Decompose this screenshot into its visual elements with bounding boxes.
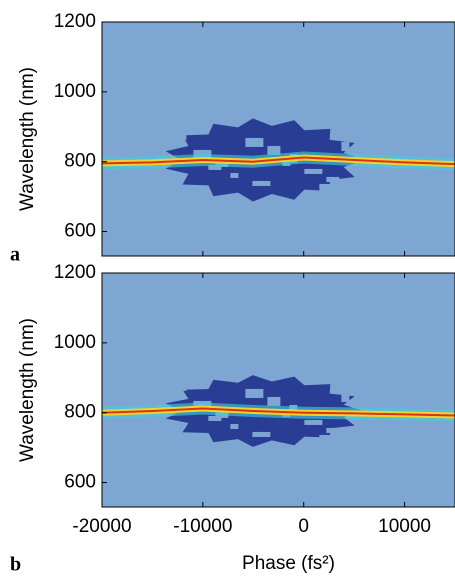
heatmap-area [102,118,455,202]
y-tick-label: 800 [64,402,96,423]
y-axis-label: Wavelength (nm) [17,67,38,211]
panel-a: 600 800 1000 1200 Wavelength (nm) a [10,11,455,266]
blob-hole [245,388,264,398]
heatmap-area [102,375,455,447]
plot-frame [101,272,455,508]
blob-hole [208,164,222,170]
blob-hole [252,431,271,437]
blob-hole [252,180,271,186]
panel-label: b [10,554,21,576]
y-tick-label: 1200 [54,11,96,32]
blob-hole [326,427,340,433]
blob-hole [341,392,350,402]
x-tick-label: 10000 [378,516,431,537]
y-axis-label: Wavelength (nm) [17,318,38,462]
x-tick-label: -10000 [173,516,232,537]
ridge-core [102,407,455,417]
blob-hole [230,172,239,178]
blob-hole [178,134,187,140]
blob-hole [319,434,333,444]
blob-hole [208,415,222,421]
y-tick-label: 800 [64,151,96,172]
blob-hole [341,141,350,151]
x-tick-label: 0 [298,516,309,537]
blob-hole [245,137,264,147]
blob-hole [267,145,281,155]
y-tick-label: 1200 [54,262,96,283]
plot-frame [101,21,455,257]
blob-hole [178,385,187,391]
y-tick-label: 1000 [54,332,96,353]
blob-hole [304,168,323,174]
blob-hole [319,183,333,193]
ridge-core [102,156,455,166]
blob-hole [304,419,323,425]
panel-label: a [10,244,20,266]
panel-b: 600 800 1000 1200 -20000 -10000 0 10000 Waveleng… [10,262,455,576]
x-tick-label: -20000 [72,516,131,537]
y-tick-label: 1000 [54,81,96,102]
blob-hole [230,423,239,429]
y-tick-label: 600 [64,472,96,493]
x-axis-label: Phase (fs²) [242,553,335,574]
blob-hole [326,176,340,182]
y-tick-label: 600 [64,221,96,242]
blob-hole [267,396,281,406]
